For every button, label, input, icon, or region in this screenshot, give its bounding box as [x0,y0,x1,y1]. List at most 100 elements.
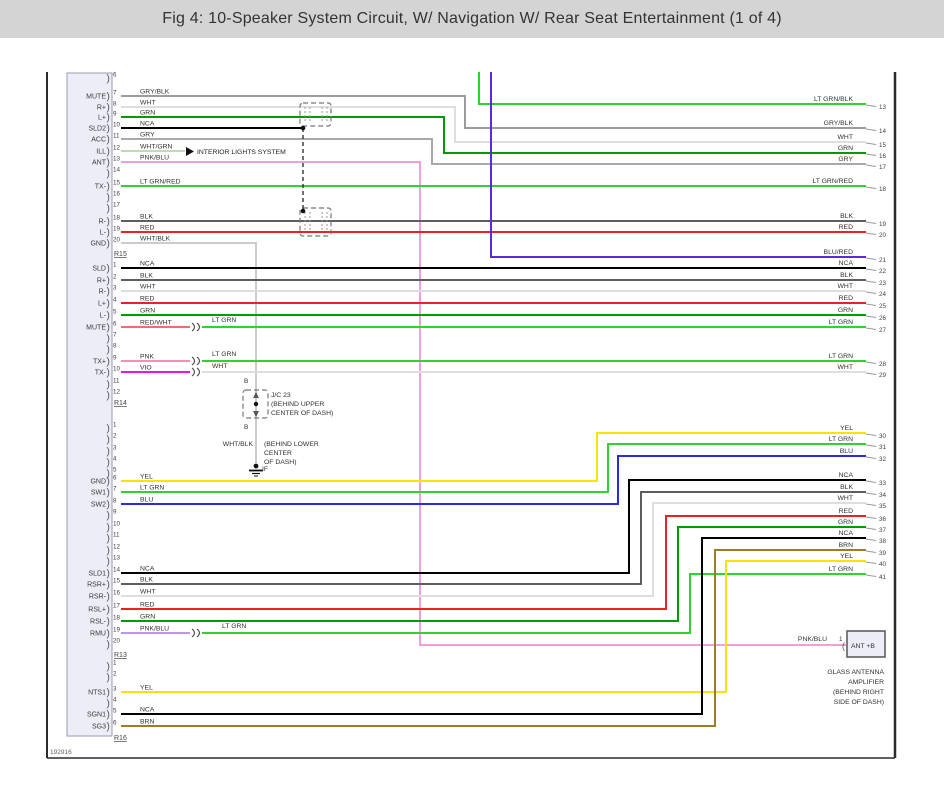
right-pin-number: 29 [879,372,887,379]
right-pin-number: 20 [879,232,887,239]
wire-rmu-ltgrn [202,573,866,634]
left-pin-label: R+ [97,105,106,112]
right-pin-tick [865,303,877,306]
pin-bracket: ) [107,193,110,204]
pin-number: 14 [113,567,121,574]
wire-sg3-brn [121,549,866,727]
connector-id-R15[interactable]: R15 [114,251,127,258]
pin-number: 5 [113,467,117,474]
wire-ant-pnkblu [121,161,846,646]
pin-bracket: ) [107,323,110,334]
wire-sw1-ltgrn [121,443,866,493]
wire-color-label: WHT/BLK [140,236,171,243]
right-pin-tick [865,232,877,235]
pin-number: 6 [113,720,117,727]
wire-color-label: GRY/BLK [140,89,170,96]
wire-color-label: LT GRN [829,319,853,326]
wire-color-label: BLK [140,214,153,221]
wire-color-label: GRY [140,132,155,139]
wire-color-label: WHT [838,134,853,141]
splice-symbol [191,628,201,638]
pin-bracket: ) [107,688,110,699]
left-pin-label: SLD2 [88,126,106,133]
connector-id-R16[interactable]: R16 [114,735,127,742]
right-pin-tick [865,361,877,364]
pin-bracket: ) [107,569,110,580]
pin-bracket: ) [107,345,110,356]
pin-bracket: ) [107,458,110,469]
wire-color-label: LT GRN [140,485,164,492]
pin-number: 8 [113,101,117,108]
pin-number: 15 [113,578,121,585]
right-pin-number: 34 [879,492,887,499]
wire-color-label: YEL [140,474,153,481]
wire-color-label: RED [140,296,154,303]
pin-bracket: ) [107,534,110,545]
pin-number: 18 [113,615,121,622]
right-pin-tick [865,433,877,436]
left-pin-label: TX+ [93,359,106,366]
pin-bracket: ) [107,357,110,368]
pin-bracket: ) [107,368,110,379]
right-pin-tick [865,327,877,330]
wire-color-label: RED [839,295,853,302]
right-pin-tick [865,492,877,495]
left-pin-label: L+ [98,301,106,308]
wire-top-blured [490,72,866,258]
wire-sgn1-nca [121,537,866,715]
right-pin-number: 24 [879,291,887,298]
right-pin-number: 19 [879,221,887,228]
right-pin-tick [865,257,877,260]
jc-ref-bottom: B [244,424,248,431]
right-pin-tick [865,186,877,189]
jc-note: (BEHIND UPPER [271,401,324,408]
pin-bracket: ) [107,435,110,446]
right-pin-tick [865,164,877,167]
pin-number: 7 [113,332,117,339]
pin-number: 9 [113,111,117,118]
wire-color-label: PNK/BLU [140,155,169,162]
right-pin-tick [865,104,877,107]
pin-bracket: ) [107,113,110,124]
amplifier-terminal-label: ANT +B [851,643,875,650]
pin-bracket: ) [107,380,110,391]
figure-code-label: 192916 [50,749,72,756]
pin-bracket: ) [107,447,110,458]
pin-number: 8 [113,343,117,350]
wire-color-label: PNK/BLU [140,626,169,633]
wire-color-label: PNK [140,354,154,361]
wire-color-label: GRN [140,614,155,621]
wire-color-label: LT GRN [829,353,853,360]
wire-color-label: LT GRN [212,351,236,358]
wire-color-label: WHT [140,284,155,291]
pin-bracket: ) [107,511,110,522]
pin-number: 2 [113,274,117,281]
right-pin-number: 36 [879,516,887,523]
left-pin-label: L- [100,230,107,237]
right-pin-tick [865,142,877,145]
wire-color-label: LT GRN/RED [140,179,181,186]
pin-bracket: ) [107,617,110,628]
pin-bracket: ) [107,391,110,402]
left-pin-label: L+ [98,115,106,122]
pin-bracket: ) [107,74,110,85]
title-bar: Fig 4: 10-Speaker System Circuit, W/ Nav… [0,0,944,38]
pin-bracket: ) [107,699,110,710]
pin-number: 19 [113,627,121,634]
pin-bracket: ) [107,662,110,673]
pin-number: 19 [113,226,121,233]
pin-bracket: ) [107,124,110,135]
right-pin-number: 16 [879,153,887,160]
pin-bracket: ) [107,135,110,146]
right-pin-number: 22 [879,268,887,275]
wire-sld1-nca [121,479,866,574]
right-pin-tick [865,444,877,447]
pin-bracket: ) [107,287,110,298]
amplifier-caption: SIDE OF DASH) [834,699,884,706]
right-pin-number: 25 [879,303,887,310]
wire-color-label: BLK [840,213,853,220]
pin-number: 11 [113,133,120,140]
connector-id-R14[interactable]: R14 [114,400,127,407]
connector-id-R13[interactable]: R13 [114,652,127,659]
right-pin-number: 38 [879,538,887,545]
